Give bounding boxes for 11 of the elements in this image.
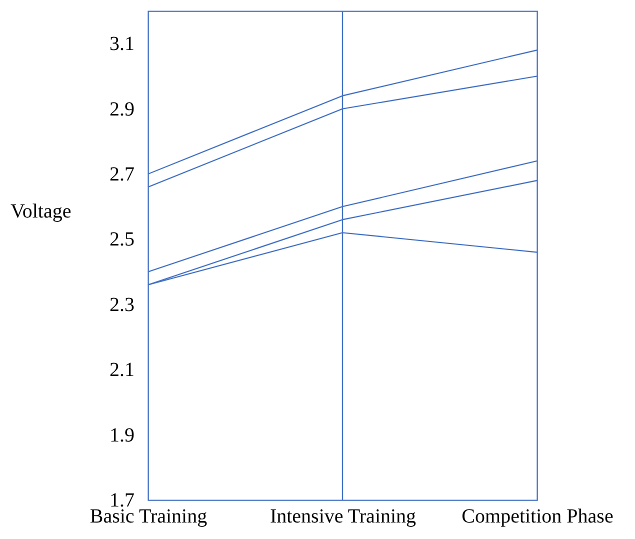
x-tick-label: Basic Training [90, 506, 208, 528]
y-tick-label: 2.3 [110, 294, 134, 316]
x-tick-label: Competition Phase [462, 506, 614, 528]
y-tick-label: 3.1 [110, 33, 134, 56]
y-tick-label: 1.9 [110, 424, 134, 446]
x-tick-label: Intensive Training [270, 506, 416, 528]
y-tick-label: 2.9 [110, 98, 134, 120]
y-tick-label: 2.7 [110, 164, 134, 186]
y-axis-title: Voltage [10, 200, 72, 222]
y-tick-label: 2.1 [110, 359, 134, 382]
y-tick-label: 2.5 [110, 228, 134, 251]
